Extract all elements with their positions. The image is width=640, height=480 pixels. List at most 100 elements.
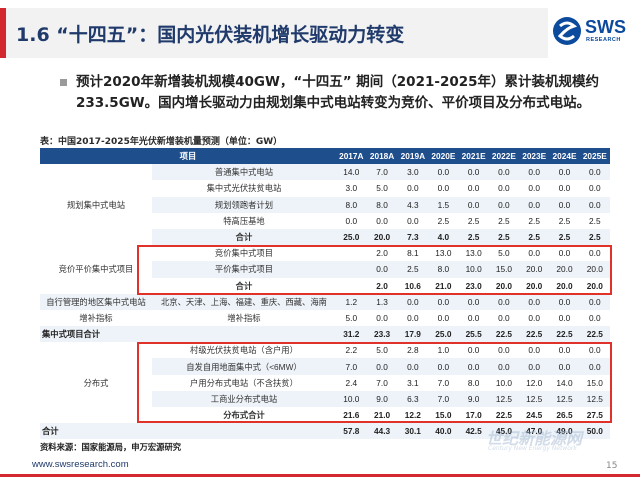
value-cell: 27.5 bbox=[579, 407, 610, 424]
value-cell: 14.0 bbox=[335, 164, 367, 181]
value-cell: 0.0 bbox=[397, 293, 429, 310]
value-cell: 0.0 bbox=[428, 309, 459, 327]
value-cell: 0.0 bbox=[549, 245, 580, 262]
group-label-distributed: 分布式 bbox=[40, 342, 153, 424]
value-cell: 0.0 bbox=[488, 164, 520, 181]
table-row: 自行管理的地区集中式电站 北京、天津、上海、福建、重庆、西藏、海南 1.2 1.… bbox=[40, 293, 610, 310]
value-cell: 8.0 bbox=[335, 196, 367, 213]
value-cell: 2.5 bbox=[519, 212, 550, 229]
value-cell bbox=[335, 245, 367, 262]
header-cell-year: 2017A bbox=[335, 148, 367, 165]
table-row: 集中式光伏扶贫电站 3.0 5.0 0.0 0.0 0.0 0.0 0.0 0.… bbox=[40, 180, 610, 197]
bullet-text: 预计2020年新增装机规模40GW，“十四五” 期间（2021-2025年）累计… bbox=[76, 74, 600, 111]
value-cell: 5.0 bbox=[335, 309, 367, 327]
value-cell: 0.0 bbox=[366, 309, 398, 327]
value-cell: 9.0 bbox=[458, 390, 489, 407]
value-cell: 15.0 bbox=[579, 374, 610, 391]
row-label: 普通集中式电站 bbox=[152, 164, 336, 181]
value-cell: 0.0 bbox=[397, 212, 429, 229]
header-cell-item: 项目 bbox=[40, 148, 336, 165]
value-cell: 2.5 bbox=[579, 228, 610, 246]
table-row: 规划领跑者计划 8.0 8.0 4.3 1.5 0.0 0.0 0.0 0.0 … bbox=[40, 196, 610, 213]
value-cell: 0.0 bbox=[549, 196, 580, 213]
value-cell: 0.0 bbox=[428, 293, 459, 310]
value-cell: 49.0 bbox=[549, 423, 580, 440]
header-bar bbox=[0, 8, 548, 58]
value-cell: 0.0 bbox=[397, 309, 429, 327]
value-cell: 2.5 bbox=[549, 212, 580, 229]
value-cell: 0.0 bbox=[397, 180, 429, 197]
value-cell: 20.0 bbox=[549, 277, 580, 294]
sws-logo: SWS RESEARCH bbox=[552, 14, 636, 50]
value-cell: 2.5 bbox=[579, 212, 610, 229]
table-row: 平价集中式项目 0.0 2.5 8.0 10.0 15.0 20.0 20.0 … bbox=[40, 261, 610, 278]
row-label: 户用分布式电站（不含扶贫） bbox=[152, 374, 336, 391]
value-cell: 1.2 bbox=[335, 293, 367, 310]
value-cell: 42.5 bbox=[458, 423, 489, 440]
table-row: 工商业分布式电站 10.0 9.0 6.3 7.0 9.0 12.5 12.5 … bbox=[40, 390, 610, 407]
value-cell: 7.0 bbox=[335, 358, 367, 375]
value-cell: 0.0 bbox=[488, 342, 520, 359]
value-cell: 0.0 bbox=[458, 164, 489, 181]
value-cell: 20.0 bbox=[579, 261, 610, 278]
value-cell: 0.0 bbox=[428, 358, 459, 375]
value-cell: 2.0 bbox=[366, 277, 398, 294]
row-label: 平价集中式项目 bbox=[152, 261, 336, 278]
value-cell: 0.0 bbox=[366, 212, 398, 229]
value-cell: 0.0 bbox=[488, 180, 520, 197]
value-cell: 10.0 bbox=[458, 261, 489, 278]
row-label: 竞价集中式项目 bbox=[152, 245, 336, 262]
row-label: 合计 bbox=[152, 277, 336, 294]
value-cell: 0.0 bbox=[519, 342, 550, 359]
row-label: 分布式合计 bbox=[152, 407, 336, 424]
table-row: 规划集中式电站 普通集中式电站 14.0 7.0 3.0 0.0 0.0 0.0… bbox=[40, 164, 610, 246]
group-label-self-managed: 自行管理的地区集中式电站 bbox=[40, 293, 153, 310]
table-row: 特高压基地 0.0 0.0 0.0 2.5 2.5 2.5 2.5 2.5 2.… bbox=[40, 212, 610, 229]
value-cell: 2.4 bbox=[335, 374, 367, 391]
value-cell: 17.9 bbox=[397, 326, 429, 343]
value-cell: 0.0 bbox=[488, 309, 520, 327]
value-cell: 7.0 bbox=[428, 390, 459, 407]
header-cell-year: 2019A bbox=[397, 148, 429, 165]
slide-header: 1.6 “十四五”：国内光伏装机增长驱动力转变 SWS RESEARCH bbox=[0, 0, 640, 62]
value-cell: 0.0 bbox=[519, 309, 550, 327]
value-cell: 0.0 bbox=[579, 245, 610, 262]
grand-total-row: 合计 57.8 44.3 30.1 40.0 42.5 45.0 47.0 49… bbox=[40, 423, 610, 440]
value-cell: 0.0 bbox=[519, 293, 550, 310]
value-cell: 0.0 bbox=[397, 358, 429, 375]
value-cell: 3.1 bbox=[397, 374, 429, 391]
value-cell: 22.5 bbox=[488, 407, 520, 424]
value-cell: 8.0 bbox=[428, 261, 459, 278]
value-cell: 26.5 bbox=[549, 407, 580, 424]
central-total-row: 集中式项目合计 31.2 23.3 17.9 25.0 25.5 22.5 22… bbox=[40, 326, 610, 343]
value-cell: 7.3 bbox=[397, 228, 429, 246]
value-cell: 24.5 bbox=[519, 407, 550, 424]
value-cell: 22.5 bbox=[579, 326, 610, 343]
logo-text: SWS bbox=[585, 17, 627, 37]
value-cell: 20.0 bbox=[519, 277, 550, 294]
value-cell: 0.0 bbox=[519, 180, 550, 197]
value-cell: 45.0 bbox=[488, 423, 520, 440]
value-cell: 2.5 bbox=[519, 228, 550, 246]
value-cell: 0.0 bbox=[549, 164, 580, 181]
value-cell: 15.0 bbox=[488, 261, 520, 278]
value-cell: 12.5 bbox=[549, 390, 580, 407]
table-row: 竞价平价集中式项目 竞价集中式项目 2.0 8.1 13.0 13.0 5.0 … bbox=[40, 245, 610, 294]
square-bullet-icon bbox=[60, 79, 67, 86]
value-cell: 0.0 bbox=[458, 196, 489, 213]
value-cell: 0.0 bbox=[549, 180, 580, 197]
value-cell: 7.0 bbox=[428, 374, 459, 391]
footer-line bbox=[0, 474, 640, 477]
value-cell bbox=[335, 261, 367, 278]
highlight-box-distributed bbox=[137, 342, 612, 423]
value-cell: 0.0 bbox=[488, 293, 520, 310]
table-row: 自发自用地面集中式（<6MW） 7.0 0.0 0.0 0.0 0.0 0.0 … bbox=[40, 358, 610, 375]
value-cell: 20.0 bbox=[549, 261, 580, 278]
header-cell-year: 2025E bbox=[579, 148, 610, 165]
value-cell: 2.8 bbox=[397, 342, 429, 359]
logo-subtext: RESEARCH bbox=[586, 37, 621, 43]
value-cell: 22.5 bbox=[488, 326, 520, 343]
value-cell: 50.0 bbox=[579, 423, 610, 440]
value-cell: 0.0 bbox=[549, 293, 580, 310]
subtotal-row: 合计 2.0 10.6 21.0 23.0 20.0 20.0 20.0 20.… bbox=[40, 277, 610, 294]
